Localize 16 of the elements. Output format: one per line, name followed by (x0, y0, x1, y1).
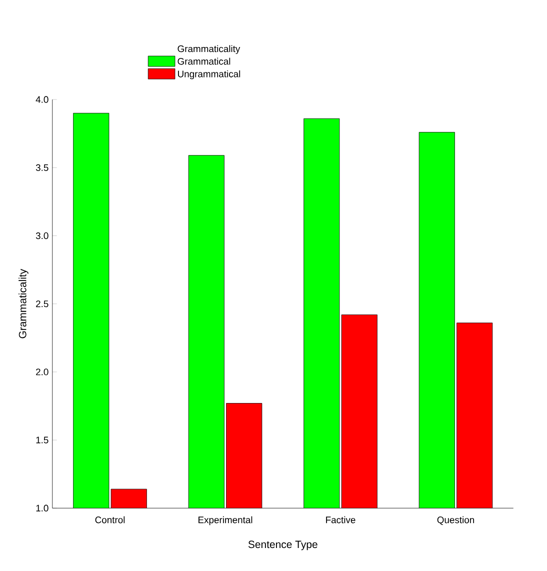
legend-title: Grammaticality (178, 45, 240, 54)
x-tick-label: Question (437, 516, 474, 525)
y-tick-label: 3.0 (36, 232, 48, 240)
y-tick-label: 2.5 (36, 300, 48, 308)
y-tick-label: 1.5 (36, 436, 48, 444)
x-tick-label: Control (95, 516, 125, 524)
x-tick-label: Experimental (198, 516, 252, 526)
y-tick-label: 3.5 (36, 164, 48, 171)
legend-label: Grammatical (178, 58, 230, 65)
x-tick-label: Factive (326, 516, 356, 524)
x-axis-title: Sentence Type (248, 540, 318, 550)
legend-label: Ungrammatical (178, 70, 240, 80)
y-tick-label: 4.0 (36, 96, 48, 103)
y-tick-label: 2.0 (36, 368, 48, 376)
y-tick-label: 1.0 (36, 504, 48, 512)
y-axis-title: Grammaticality (18, 268, 28, 338)
